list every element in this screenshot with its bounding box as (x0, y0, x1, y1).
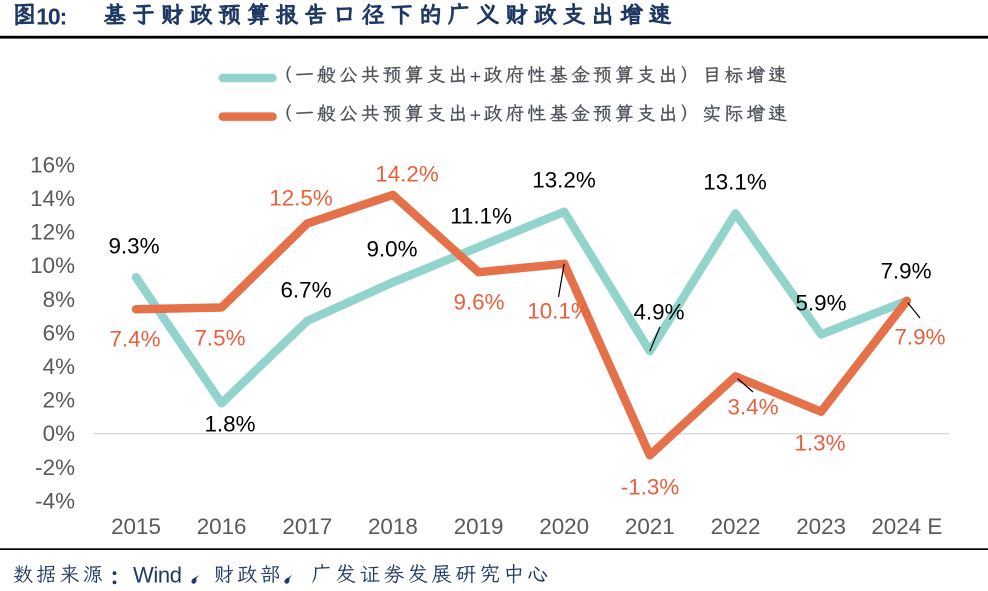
svg-text:2%: 2% (43, 388, 75, 413)
svg-text:-4%: -4% (35, 488, 75, 513)
svg-text:3.4%: 3.4% (727, 395, 778, 420)
svg-text:8%: 8% (43, 287, 75, 312)
svg-text:2023: 2023 (796, 514, 846, 539)
svg-text:12%: 12% (30, 220, 75, 245)
svg-text:2016: 2016 (197, 514, 247, 539)
svg-text:2019: 2019 (454, 514, 504, 539)
svg-text:7.5%: 7.5% (194, 326, 245, 351)
svg-text:4.9%: 4.9% (633, 300, 684, 325)
svg-text:4%: 4% (43, 354, 75, 379)
svg-text:0%: 0% (43, 421, 75, 446)
svg-text:7.9%: 7.9% (894, 325, 945, 350)
svg-text:9.3%: 9.3% (108, 234, 159, 259)
svg-text:6.7%: 6.7% (280, 278, 331, 303)
svg-text:2022: 2022 (711, 514, 761, 539)
svg-text:2024 E: 2024 E (871, 514, 942, 539)
svg-text:14%: 14% (30, 186, 75, 211)
svg-text:10%: 10% (30, 253, 75, 278)
svg-text:13.2%: 13.2% (532, 168, 596, 193)
svg-text:2020: 2020 (539, 514, 589, 539)
svg-text:7.4%: 7.4% (109, 327, 160, 352)
svg-text:1.8%: 1.8% (204, 412, 255, 437)
svg-text:9.6%: 9.6% (453, 290, 504, 315)
svg-text:2021: 2021 (625, 514, 675, 539)
svg-text:12.5%: 12.5% (269, 186, 333, 211)
svg-text:2017: 2017 (282, 514, 332, 539)
svg-text:13.1%: 13.1% (703, 170, 767, 195)
svg-text:7.9%: 7.9% (880, 259, 931, 284)
svg-text:-1.3%: -1.3% (621, 475, 680, 500)
svg-text:1.3%: 1.3% (794, 431, 845, 456)
svg-text:2018: 2018 (368, 514, 418, 539)
svg-text:6%: 6% (43, 320, 75, 345)
svg-text:16%: 16% (30, 152, 75, 177)
svg-text:9.0%: 9.0% (366, 237, 417, 262)
svg-text:14.2%: 14.2% (375, 162, 439, 187)
svg-text:-2%: -2% (35, 455, 75, 480)
svg-text:10:: 10: (36, 3, 66, 29)
svg-text:11.1%: 11.1% (450, 204, 512, 229)
svg-text:Wind: Wind (133, 563, 182, 588)
svg-text:10.1%: 10.1% (527, 299, 591, 324)
svg-text:2015: 2015 (111, 514, 161, 539)
svg-text:5.9%: 5.9% (795, 291, 846, 316)
